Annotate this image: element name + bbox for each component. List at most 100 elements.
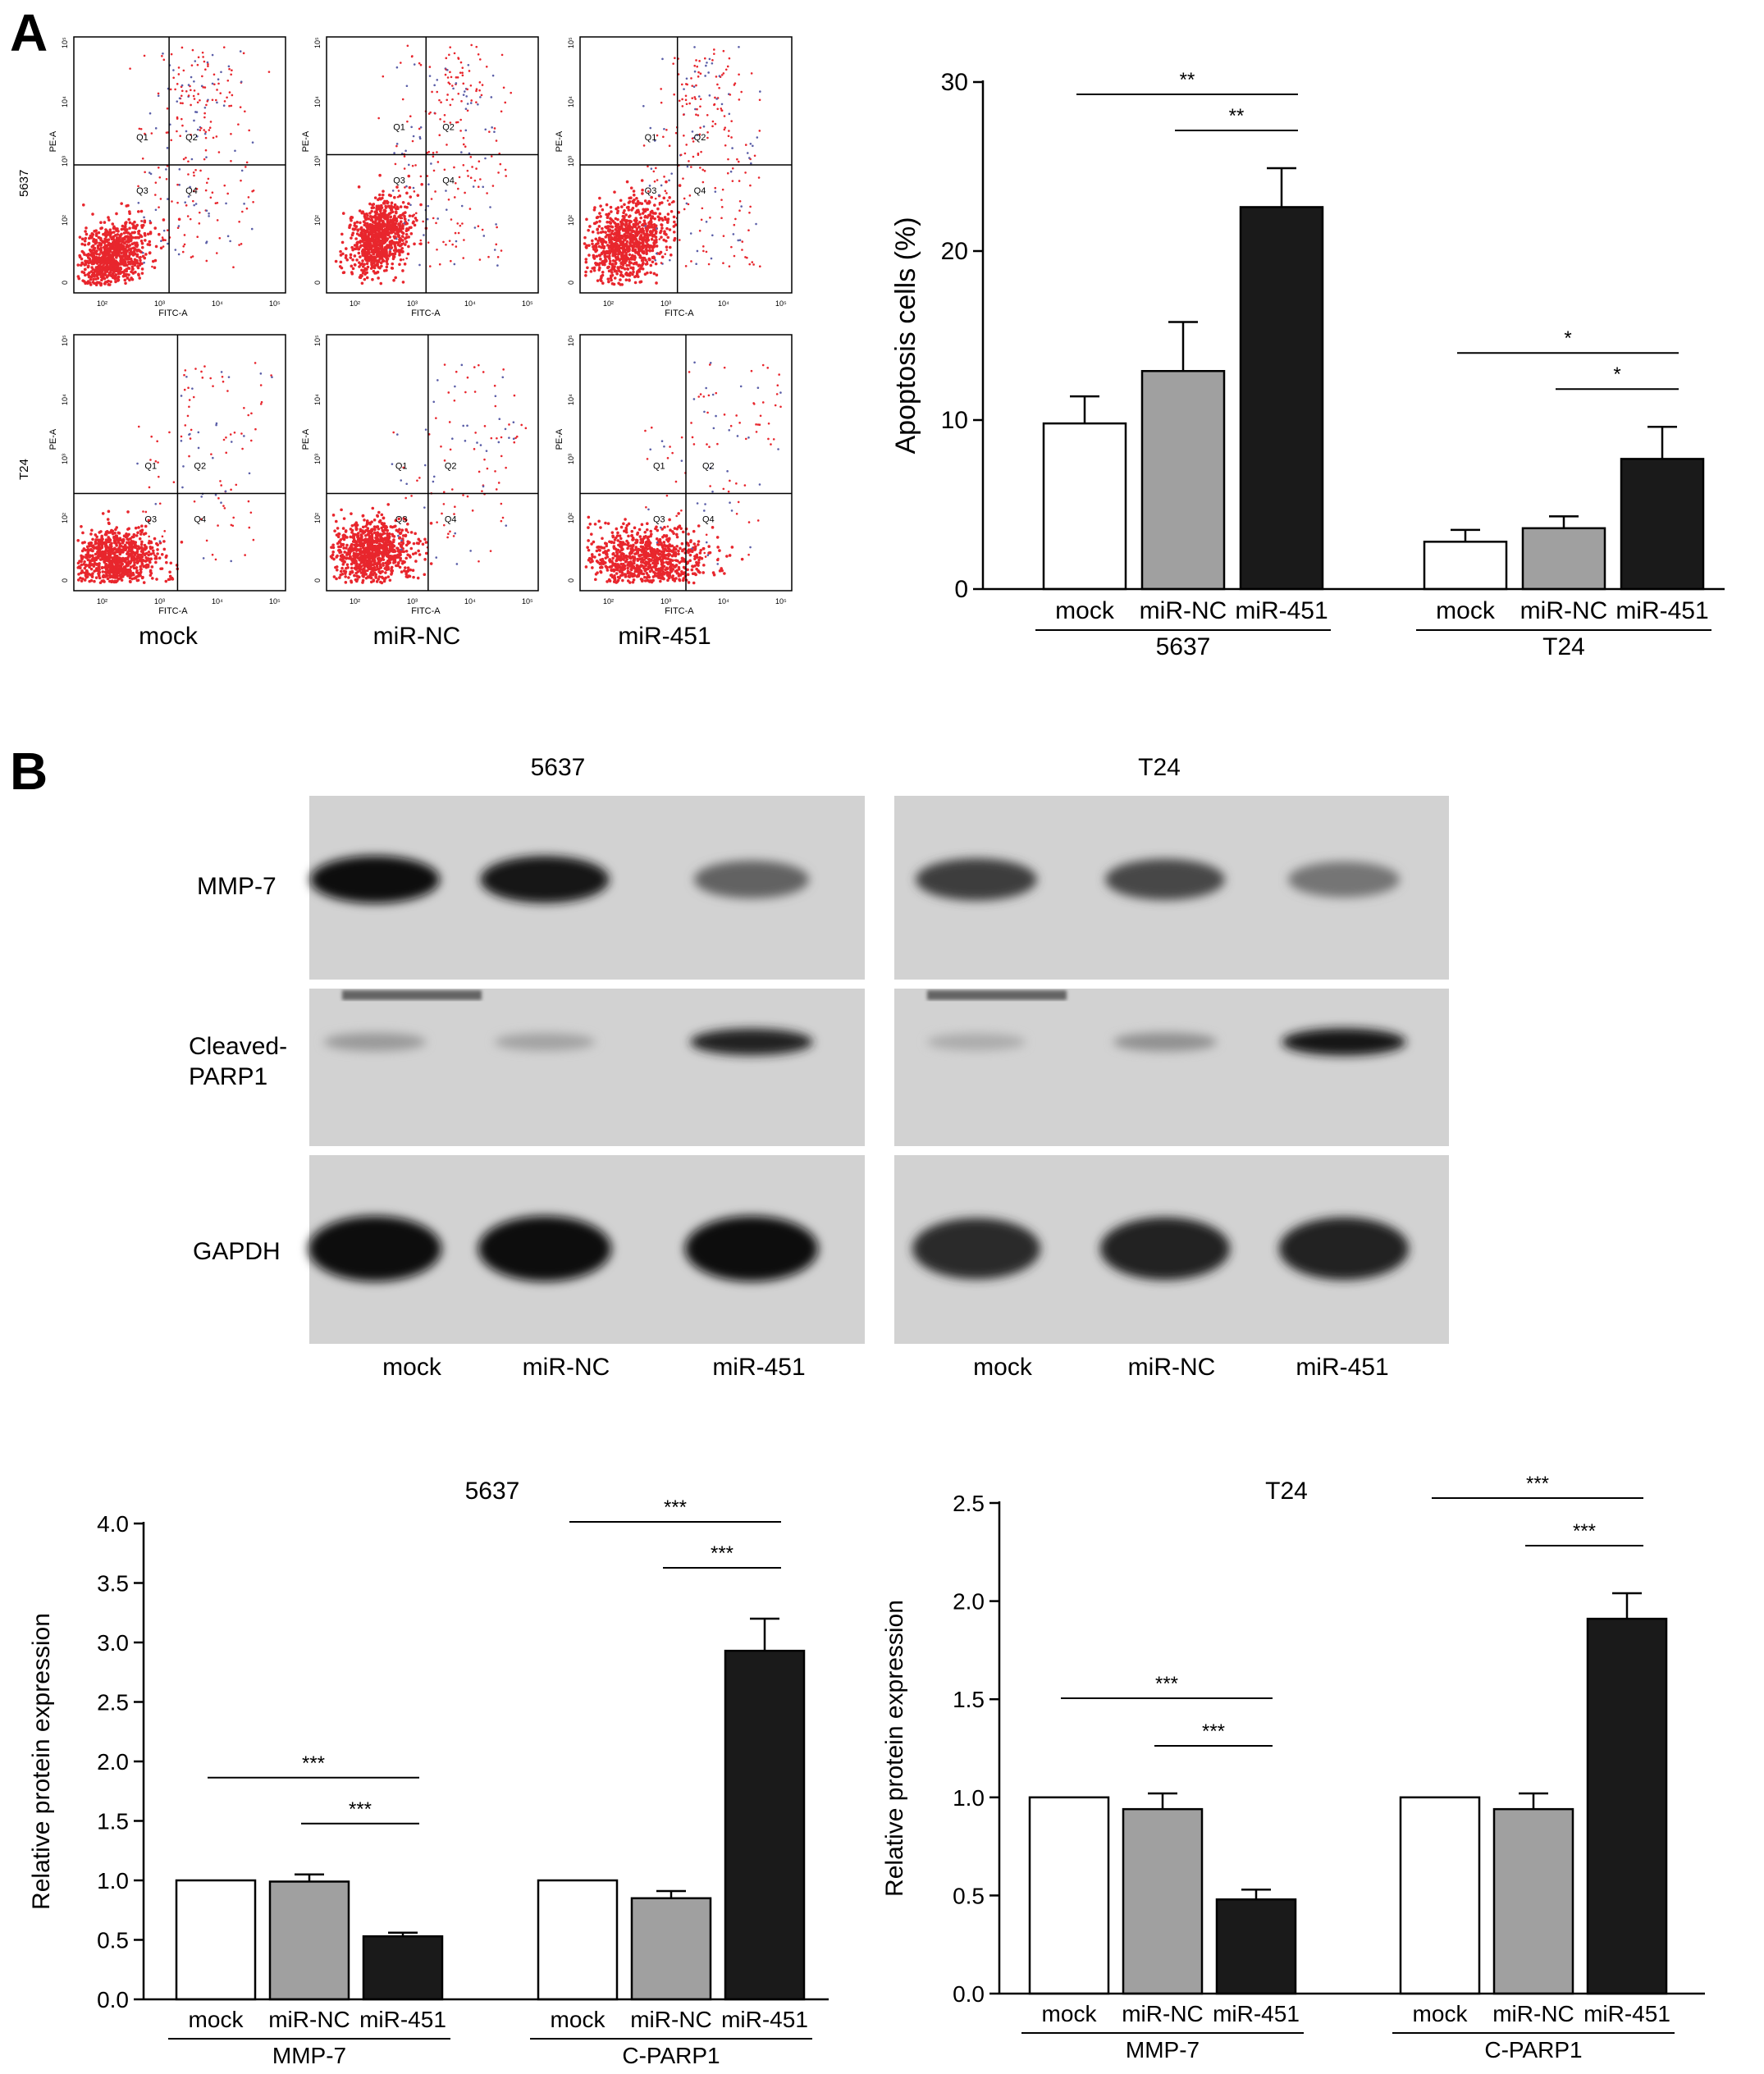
flow-xtick: 10⁵	[775, 299, 787, 308]
category-label: miR-451	[359, 2007, 446, 2032]
flow-ytick: 10⁵	[567, 37, 575, 48]
bar-5637-mir-nc	[1140, 370, 1226, 591]
blot-label-gapdh: GAPDH	[193, 1238, 281, 1265]
panel-label-a: A	[10, 3, 48, 62]
blot-lane-5637-mir-451: miR-451	[712, 1354, 805, 1381]
quadrant-q3: Q3	[395, 514, 408, 524]
y-tick-label: 20	[941, 238, 968, 265]
blot-strip-t24-gapdh	[894, 1155, 1449, 1344]
flow-ytick: 10³	[61, 156, 69, 167]
flow-xaxis-label: FITC-A	[411, 606, 441, 616]
significance-marker: ***	[349, 1798, 372, 1820]
category-label: miR-NC	[1140, 597, 1227, 624]
flow-ytick: 10⁴	[567, 394, 575, 405]
category-label: miR-451	[1213, 2001, 1300, 2026]
significance-marker: *	[1613, 363, 1620, 386]
y-tick-label: 0	[954, 576, 968, 603]
flow-ytick: 10⁴	[61, 394, 69, 405]
blot-band	[1099, 1217, 1231, 1281]
quadrant-q2: Q2	[194, 461, 206, 471]
significance-marker: ***	[1155, 1673, 1178, 1695]
flow-ytick: 10²	[61, 513, 69, 523]
flow-xtick: 10²	[603, 299, 614, 308]
quadrant-q4: Q4	[442, 176, 455, 186]
blot-band	[1278, 1217, 1410, 1281]
category-label: mock	[1436, 597, 1496, 624]
blot-band	[690, 1028, 813, 1056]
y-tick-label: 2.0	[97, 1749, 129, 1775]
significance-marker: ***	[711, 1542, 733, 1565]
blot-label-parp1: PARP1	[189, 1063, 267, 1090]
quadrant-q4: Q4	[185, 186, 198, 196]
significance-marker: ***	[1202, 1720, 1225, 1743]
blot-lane-t24-mock: mock	[973, 1354, 1033, 1381]
significance-marker: **	[1180, 69, 1195, 91]
flow-ytick: 10³	[567, 454, 575, 464]
flow-ytick: 10⁵	[567, 335, 575, 346]
flow-ytick: 10²	[313, 215, 322, 226]
flow-ytick: 0	[567, 578, 575, 582]
y-tick-label: 0.0	[97, 1987, 129, 2012]
flow-xtick: 10³	[407, 299, 418, 308]
blot-strip-5637-mmp-7	[309, 796, 865, 980]
blot-band	[684, 1216, 819, 1281]
flow-cytometry-grid: FITC-A PE-A 10² 10³ 10⁴ 10⁵ 0 10² 10³ 10⁴ 10⁵ Q1 Q2 Q…	[48, 36, 793, 616]
flow-ytick: 10³	[61, 454, 69, 464]
y-tick-label: 3.0	[97, 1630, 129, 1656]
blot-strip-5637-cleaved-parp1	[309, 989, 865, 1146]
blot-band	[494, 1033, 596, 1051]
flow-dots	[329, 363, 528, 585]
blot-band	[323, 1032, 427, 1052]
category-label: miR-NC	[1492, 2001, 1574, 2026]
flow-ytick: 10³	[313, 454, 322, 464]
category-label: miR-451	[721, 2007, 808, 2032]
flow-xtick: 10⁵	[775, 597, 787, 605]
blot-strip-background	[309, 989, 865, 1146]
flow-col-label-mir-451: miR-451	[618, 623, 711, 650]
y-tick-label: 4.0	[97, 1511, 129, 1537]
quadrant-q1: Q1	[653, 461, 665, 471]
flow-xaxis-label: FITC-A	[158, 606, 188, 616]
category-label: mock	[551, 2007, 606, 2032]
group-label: MMP-7	[1126, 2037, 1200, 2063]
bar-5637-mock	[1042, 422, 1127, 591]
y-tick-label: 1.0	[97, 1868, 129, 1894]
blot-band	[1282, 1028, 1406, 1056]
flow-row-label-5637: 5637	[17, 170, 31, 197]
bar-t24-mir-451	[1620, 458, 1705, 591]
flow-plot-5637-mir-451: FITC-A PE-A 10² 10³ 10⁴ 10⁵ 0 10² 10³ 10⁴ 10⁵	[555, 36, 793, 318]
blot-band	[1113, 1032, 1218, 1052]
flow-plot-frame	[326, 334, 539, 592]
flow-xtick: 10²	[603, 597, 614, 605]
bar-5637-mir-451	[1239, 206, 1324, 591]
flow-xtick: 10⁴	[212, 299, 223, 308]
flow-ytick: 10³	[313, 156, 322, 167]
flow-dots	[583, 45, 761, 286]
flow-yaxis-label: PE-A	[555, 130, 564, 152]
group-label: MMP-7	[272, 2043, 346, 2068]
blot-band	[926, 1033, 1026, 1051]
quadrant-q4: Q4	[194, 514, 206, 524]
flow-ytick: 10⁴	[567, 96, 575, 107]
flow-dots	[76, 46, 271, 287]
category-label: mock	[1042, 2001, 1098, 2026]
quadrant-q2: Q2	[702, 461, 715, 471]
flow-ytick: 10⁴	[61, 96, 69, 107]
blot-band	[693, 860, 810, 899]
blot-label-mmp7: MMP-7	[197, 873, 276, 900]
bar-c-parp1-mock	[1399, 1796, 1481, 1995]
flow-ytick: 10⁴	[313, 394, 322, 405]
flow-yaxis-label: PE-A	[48, 428, 58, 450]
flow-ytick: 10⁵	[313, 335, 322, 346]
flow-yaxis-label: PE-A	[301, 130, 311, 152]
flow-xtick: 10⁴	[464, 299, 476, 308]
significance-marker: *	[1564, 327, 1571, 349]
flow-col-label-mock: mock	[139, 623, 199, 650]
flow-xaxis-label: FITC-A	[158, 308, 188, 318]
category-label: mock	[1055, 597, 1115, 624]
flow-ytick: 10²	[313, 513, 322, 523]
bar-mmp-7-mock	[1028, 1796, 1110, 1995]
quadrant-q1: Q1	[645, 133, 657, 143]
flow-ytick: 0	[313, 281, 322, 285]
